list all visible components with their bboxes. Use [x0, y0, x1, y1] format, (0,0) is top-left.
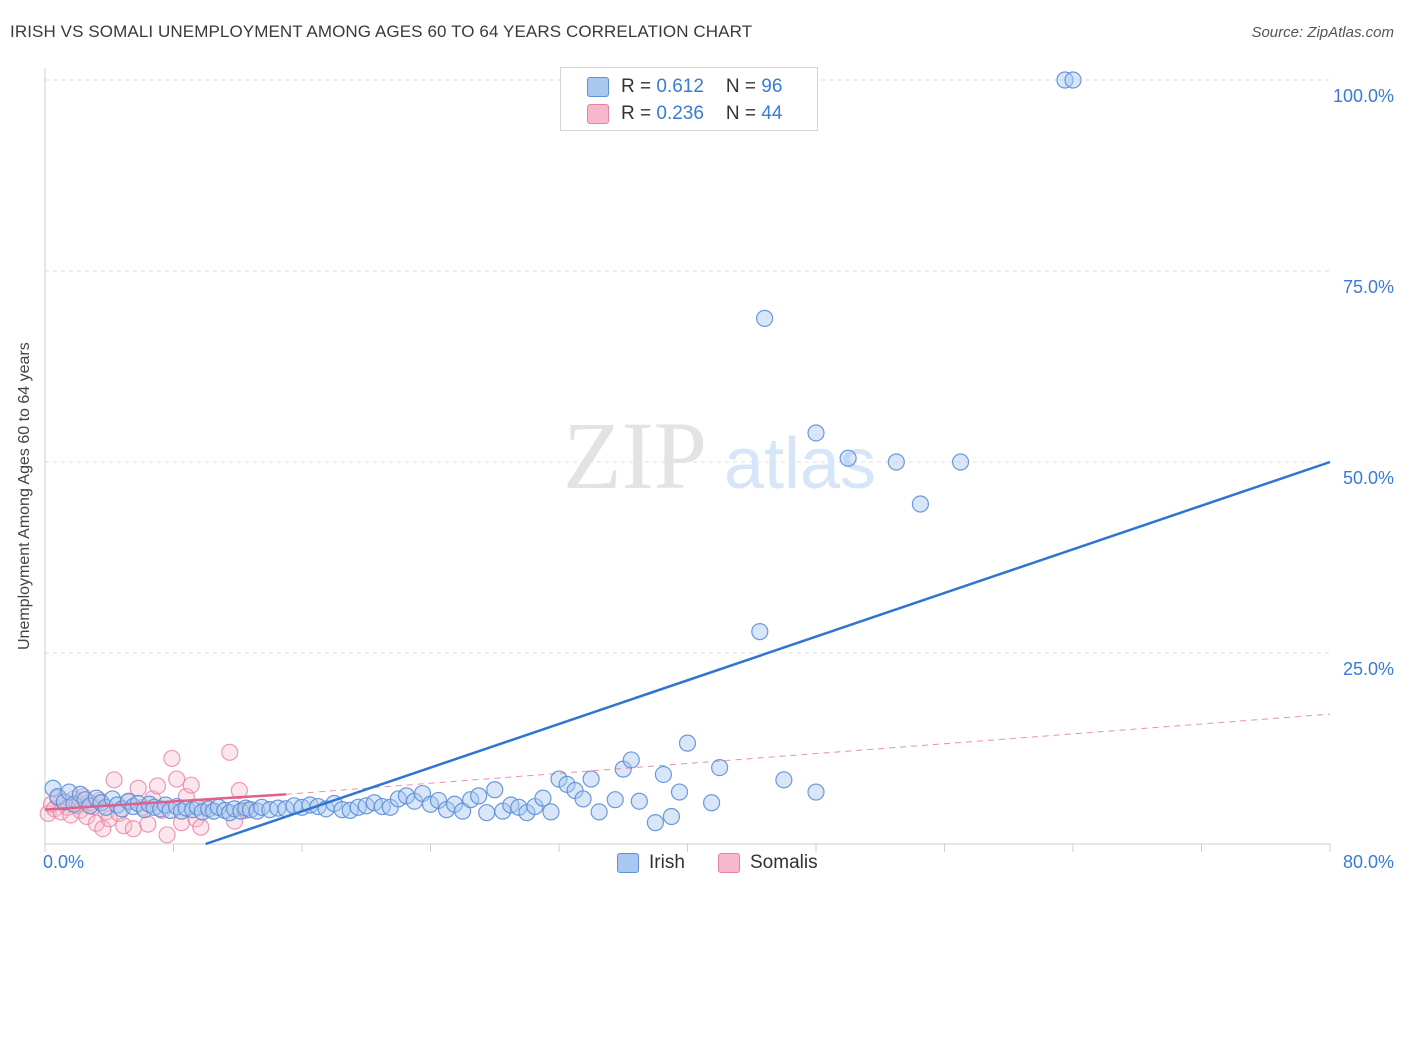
irish-point — [887, 453, 905, 471]
legend-item-irish[interactable]: Irish — [617, 852, 685, 874]
irish-point — [534, 789, 552, 807]
trend-lines — [44, 460, 1331, 846]
irish-point — [630, 792, 648, 810]
x-tick-min: 0.0% — [43, 852, 85, 872]
somali-point — [221, 743, 239, 761]
irish-point — [462, 791, 480, 809]
irish-point — [486, 781, 504, 799]
irish-point — [662, 807, 681, 826]
y-tick-25: 25.0% — [1342, 659, 1394, 679]
irish-point — [775, 771, 793, 789]
somali-point — [124, 820, 142, 838]
irish-point — [421, 795, 440, 813]
legend-row-irish: R = 0.612 N = 96 — [587, 75, 782, 99]
y-axis-label: Unemployment Among Ages 60 to 64 years — [16, 342, 33, 650]
somali-point — [78, 807, 96, 826]
irish-point — [911, 495, 930, 513]
y-tick-75: 75.0% — [1342, 277, 1394, 297]
somali-legend-label: Somalis — [750, 852, 818, 873]
irish-point — [702, 794, 721, 812]
irish-point — [751, 623, 769, 641]
somali-point — [163, 749, 181, 768]
irish-point — [478, 804, 496, 822]
somali-point — [182, 776, 200, 794]
irish-n-value: 96 — [761, 76, 783, 97]
irish-point — [711, 758, 729, 777]
irish-point — [574, 790, 592, 808]
irish-point — [590, 803, 608, 821]
irish-point — [646, 814, 664, 832]
somali-point — [139, 815, 157, 833]
watermark: ZIP atlas — [563, 402, 876, 509]
axes — [44, 68, 1331, 852]
irish-n-label: N = — [725, 76, 762, 97]
irish-point — [622, 751, 640, 769]
source-label: Source: ZipAtlas.com — [1251, 24, 1394, 41]
y-tick-100: 100.0% — [1332, 86, 1394, 106]
irish-point — [951, 453, 970, 471]
somali-r-label: R = — [621, 103, 657, 124]
irish-point — [755, 309, 774, 327]
x-tick-max: 80.0% — [1342, 852, 1394, 872]
irish-point — [807, 783, 825, 801]
somali-swatch — [587, 104, 609, 124]
somali-point — [158, 826, 176, 844]
irish-point — [71, 785, 89, 803]
irish-trend-line — [205, 460, 1331, 846]
irish-point — [542, 803, 560, 821]
somali-point — [192, 818, 210, 836]
irish-point — [839, 449, 857, 467]
scatter-chart: ZIP atlas — [39, 68, 1331, 852]
irish-point — [1064, 71, 1082, 89]
irish-point — [670, 783, 689, 801]
irish-point — [44, 779, 62, 797]
somali-trend-extension — [285, 713, 1331, 795]
irish-point — [470, 787, 488, 805]
somali-point — [148, 777, 167, 795]
irish-point — [678, 734, 697, 752]
irish-swatch — [587, 77, 609, 97]
somali-trend-line — [44, 793, 287, 811]
irish-legend-label: Irish — [649, 852, 685, 873]
somali-point — [105, 771, 123, 789]
somali-r-value: 0.236 — [656, 103, 704, 124]
legend-row-somalis: R = 0.236 N = 44 — [587, 102, 782, 126]
correlation-legend: R = 0.612 N = 96 R = 0.236 N = 44 — [560, 67, 818, 131]
irish-point — [582, 770, 600, 788]
irish-points — [44, 71, 1082, 832]
irish-legend-swatch — [617, 853, 639, 873]
somali-point — [94, 820, 112, 838]
somali-n-label: N = — [725, 103, 762, 124]
y-tick-50: 50.0% — [1342, 468, 1394, 488]
chart-title: IRISH VS SOMALI UNEMPLOYMENT AMONG AGES … — [10, 22, 753, 41]
irish-point — [606, 791, 624, 809]
irish-point — [365, 794, 383, 812]
watermark-zip: ZIP — [563, 402, 707, 509]
irish-r-label: R = — [621, 76, 657, 97]
watermark-atlas: atlas — [724, 424, 876, 504]
somali-point — [225, 812, 244, 830]
irish-r-value: 0.612 — [656, 76, 704, 97]
irish-point — [807, 424, 825, 442]
somali-legend-swatch — [718, 853, 740, 873]
somali-n-value: 44 — [761, 103, 783, 124]
somali-point — [129, 779, 147, 797]
somali-point — [168, 770, 186, 788]
gridlines — [45, 79, 1330, 654]
irish-point — [654, 765, 673, 784]
legend-item-somalis[interactable]: Somalis — [718, 852, 818, 874]
somali-point — [115, 817, 133, 835]
